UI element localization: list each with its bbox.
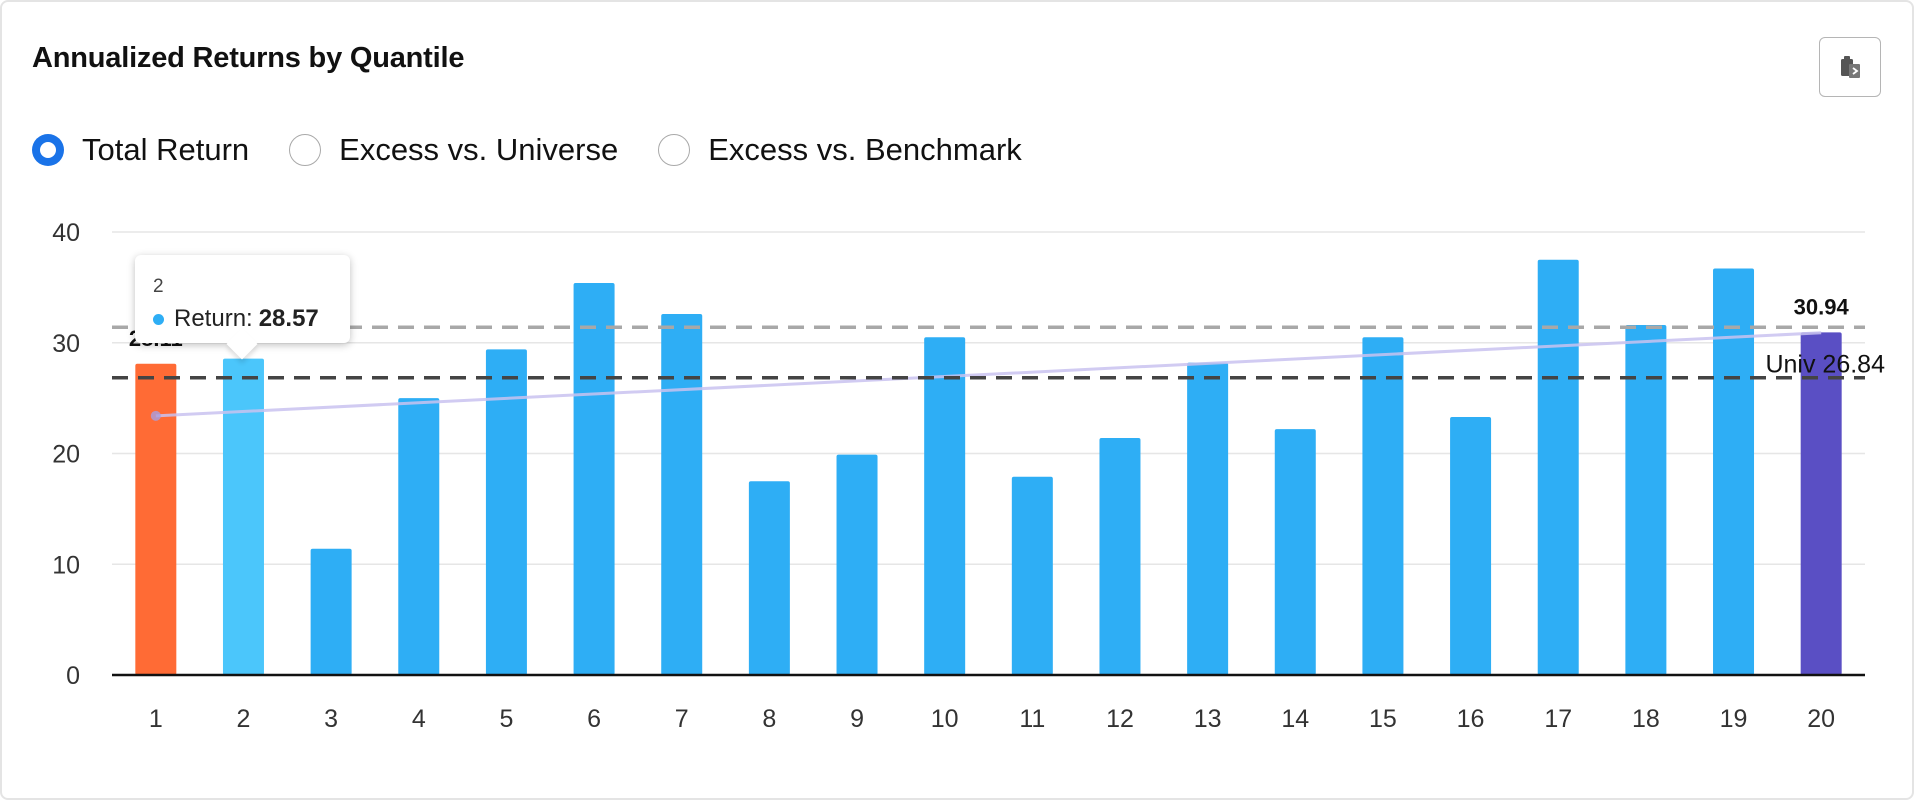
radio-total-return-label[interactable]: Total Return	[82, 132, 250, 167]
x-tick-label: 4	[412, 705, 426, 733]
x-tick-label: 17	[1544, 705, 1572, 733]
x-tick-label: 13	[1194, 705, 1222, 733]
bar	[661, 313, 703, 675]
bar	[1800, 332, 1842, 675]
chart-tooltip: 2 Return: 28.57	[135, 255, 350, 343]
tooltip-series-label: Return:	[174, 305, 253, 332]
y-tick-label: 0	[66, 662, 80, 690]
x-tick-label: 20	[1807, 705, 1835, 733]
x-tick-label: 16	[1457, 705, 1485, 733]
radio-excess-universe[interactable]: Excess vs. Universe	[289, 132, 618, 168]
return-mode-selector: Total Return Excess vs. Universe Excess …	[32, 132, 1062, 168]
x-tick-label: 2	[237, 705, 251, 733]
x-tick-label: 5	[499, 705, 513, 733]
trend-line	[155, 331, 1822, 418]
bar	[1187, 362, 1229, 675]
bar	[1450, 416, 1492, 675]
bar	[485, 349, 527, 675]
trend-line-start-point	[150, 410, 161, 421]
bar	[748, 481, 790, 675]
bar	[573, 282, 615, 675]
tooltip-series-dot	[153, 313, 164, 325]
y-tick-label: 10	[52, 551, 80, 579]
x-tick-label: 9	[850, 705, 864, 733]
clipboard-export-icon	[1841, 56, 1860, 78]
x-tick-label: 14	[1281, 705, 1309, 733]
bar	[398, 398, 440, 675]
bar	[1625, 325, 1667, 675]
y-tick-label: 40	[52, 219, 80, 247]
y-tick-label: 20	[52, 441, 80, 469]
bar	[310, 548, 352, 675]
x-tick-label: 6	[587, 705, 601, 733]
radio-excess-benchmark-label[interactable]: Excess vs. Benchmark	[708, 132, 1022, 167]
x-tick-label: 8	[762, 705, 776, 733]
radio-excess-universe-label[interactable]: Excess vs. Universe	[339, 132, 619, 167]
bar	[1362, 337, 1404, 675]
radio-excess-benchmark-circle[interactable]	[658, 134, 691, 166]
x-tick-label: 10	[931, 705, 959, 733]
radio-excess-universe-circle[interactable]	[289, 134, 322, 166]
radio-excess-benchmark[interactable]: Excess vs. Benchmark	[658, 132, 1022, 168]
bar	[1099, 437, 1141, 675]
y-tick-label: 30	[52, 330, 80, 358]
x-tick-label: 19	[1720, 705, 1748, 733]
x-tick-label: 7	[675, 705, 689, 733]
x-tick-label: 15	[1369, 705, 1397, 733]
reference-line-label: Univ 26.84	[1765, 351, 1885, 379]
x-tick-label: 12	[1106, 705, 1134, 733]
chart-title: Annualized Returns by Quantile	[32, 42, 465, 74]
x-tick-label: 11	[1019, 705, 1045, 733]
x-tick-label: 3	[324, 705, 338, 733]
radio-total-return[interactable]: Total Return	[32, 132, 249, 168]
bar	[1713, 268, 1755, 675]
bar	[924, 337, 966, 675]
bar	[1537, 259, 1579, 675]
radio-total-return-circle[interactable]	[32, 134, 64, 166]
bar	[836, 454, 878, 675]
bar	[1011, 476, 1053, 675]
tooltip-row: Return: 28.57	[153, 305, 350, 333]
x-tick-label: 1	[149, 705, 163, 733]
data-label: 30.94	[1794, 294, 1850, 319]
export-button[interactable]	[1819, 37, 1881, 97]
bar	[135, 363, 177, 675]
bar	[1274, 429, 1316, 675]
x-tick-label: 18	[1632, 705, 1660, 733]
tooltip-value: 28.57	[258, 305, 319, 332]
tooltip-category: 2	[153, 276, 164, 297]
bar	[222, 358, 264, 675]
